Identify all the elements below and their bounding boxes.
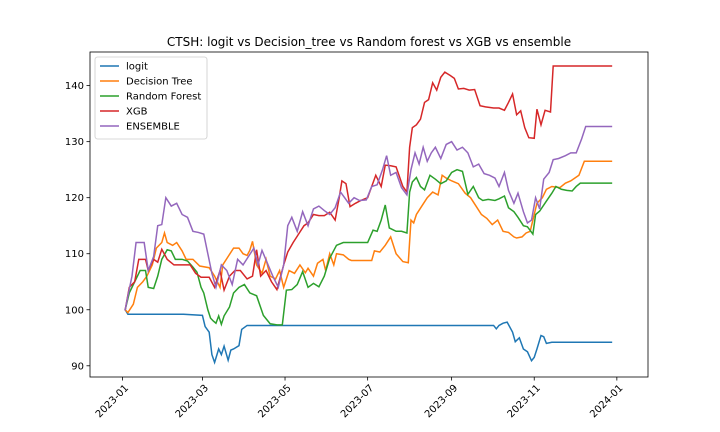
series-line-ensemble <box>124 125 613 311</box>
legend: logit Decision Tree Random Forest XGB ENSEMB… <box>94 56 208 140</box>
y-tick-label: 130 <box>65 137 84 148</box>
chart-title: CTSH: logit vs Decision_tree vs Random f… <box>167 35 571 49</box>
legend-label-random-forest: Random Forest <box>126 92 201 103</box>
plot-frame <box>89 51 649 378</box>
legend-label-xgb: XGB <box>126 107 148 118</box>
y-tick-label: 100 <box>65 305 84 316</box>
x-tick-label: 2023-07 <box>339 383 376 420</box>
x-tick-label: 2023-01 <box>94 383 131 420</box>
legend-label-logit: logit <box>126 62 148 73</box>
series-layer <box>124 65 613 365</box>
x-tick-label: 2023-11 <box>506 383 543 420</box>
x-tick-label: 2024-01 <box>588 383 625 420</box>
y-axis: 90 100 110 120 130 140 <box>65 81 90 372</box>
x-tick-label: 2023-05 <box>256 383 293 420</box>
legend-label-ensemble: ENSEMBLE <box>126 122 180 133</box>
y-tick-label: 140 <box>65 81 84 92</box>
series-line-logit <box>124 308 613 365</box>
y-tick-label: 90 <box>71 361 84 372</box>
y-tick-label: 110 <box>65 249 84 260</box>
x-tick-label: 2023-03 <box>174 383 211 420</box>
x-tick-label: 2023-09 <box>423 383 460 420</box>
series-line-random-forest <box>124 168 613 327</box>
x-axis: 2023-01 2023-03 2023-05 2023-07 2023-09 2023-… <box>94 377 626 420</box>
series-line-decision-tree <box>124 160 613 314</box>
legend-label-decision-tree: Decision Tree <box>126 77 193 88</box>
legend-box <box>94 56 208 140</box>
y-tick-label: 120 <box>65 193 84 204</box>
series-line-xgb <box>124 65 613 311</box>
